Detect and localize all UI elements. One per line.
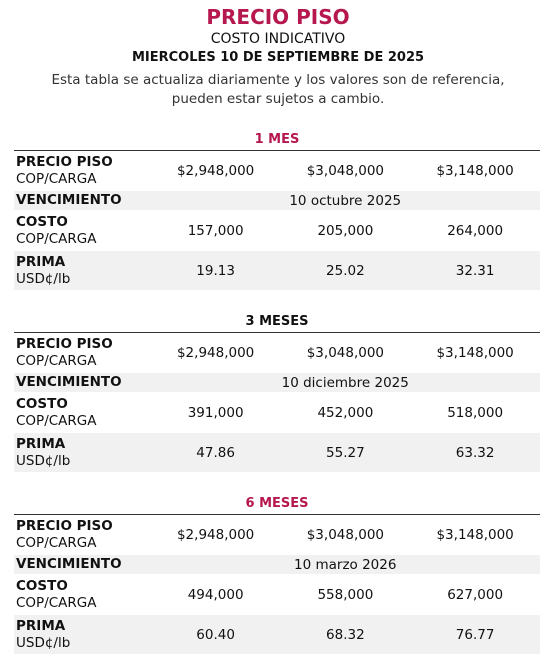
cell: 627,000 <box>447 586 504 603</box>
row-label: PRECIO PISO COP/CARGA <box>14 336 151 370</box>
cell: 205,000 <box>317 222 374 239</box>
subtitle: COSTO INDICATIVO <box>210 31 346 47</box>
table-row: VENCIMIENTO 10 marzo 2026 <box>14 555 540 575</box>
row-label: VENCIMIENTO <box>14 556 150 573</box>
label: COSTO <box>16 395 68 412</box>
cell: $3,048,000 <box>306 526 385 543</box>
label: PRIMA <box>16 617 66 634</box>
cell: 10 marzo 2026 <box>294 556 397 573</box>
cell: 518,000 <box>447 404 504 421</box>
table: PRECIO PISO COP/CARGA $2,948,000 $3,048,000… <box>14 150 540 291</box>
unit: USD¢/lb <box>16 270 71 287</box>
section: 6 MESES PRECIO PISO COP/CARGA $2,948,000 $3,… <box>14 473 540 655</box>
label: COSTO <box>16 577 68 594</box>
cell: 76.77 <box>455 626 495 643</box>
label: VENCIMIENTO <box>16 556 122 572</box>
table: PRECIO PISO COP/CARGA $2,948,000 $3,048,000… <box>14 332 540 473</box>
label: PRECIO PISO <box>16 517 113 534</box>
cell: 264,000 <box>447 222 504 239</box>
unit: COP/CARGA <box>16 230 97 247</box>
unit: COP/CARGA <box>16 412 97 429</box>
cell: $3,148,000 <box>436 344 514 361</box>
table-row: COSTO COP/CARGA 157,000 205,000 264,000 <box>14 211 540 251</box>
row-label: PRIMA USD¢/lb <box>14 618 151 652</box>
cell: 19.13 <box>196 262 235 279</box>
cell: 32.31 <box>455 262 495 279</box>
row-label: VENCIMIENTO <box>14 374 150 391</box>
row-label: PRECIO PISO COP/CARGA <box>14 154 151 188</box>
table-row: PRIMA USD¢/lb 60.40 68.32 76.77 <box>14 615 540 655</box>
label: VENCIMIENTO <box>16 192 122 208</box>
cell: $2,948,000 <box>176 526 255 543</box>
title: PRECIO PISO <box>206 5 350 29</box>
cell: $3,148,000 <box>436 162 514 179</box>
table-row: COSTO COP/CARGA 391,000 452,000 518,000 <box>14 393 540 433</box>
section: 3 MESES PRECIO PISO COP/CARGA $2,948,000 $3,… <box>14 291 540 473</box>
cell: 558,000 <box>317 586 374 603</box>
section-title: 3 MESES <box>245 314 309 329</box>
cell: 25.02 <box>326 262 365 279</box>
row-label: COSTO COP/CARGA <box>14 578 151 612</box>
row-label: PRIMA USD¢/lb <box>14 254 151 288</box>
note: pueden estar sujetos a cambio. <box>171 91 385 107</box>
label: PRECIO PISO <box>16 335 113 352</box>
label: COSTO <box>16 213 68 230</box>
unit: USD¢/lb <box>16 452 71 469</box>
cell: 63.32 <box>455 444 495 461</box>
cell: $3,048,000 <box>306 162 385 179</box>
unit: USD¢/lb <box>16 634 71 651</box>
row-label: PRIMA USD¢/lb <box>14 436 151 470</box>
row-label: COSTO COP/CARGA <box>14 214 151 248</box>
section-title: 1 MES <box>254 132 300 147</box>
table-row: PRIMA USD¢/lb 47.86 55.27 63.32 <box>14 433 540 473</box>
section-title: 6 MESES <box>245 496 309 511</box>
label: PRIMA <box>16 253 66 270</box>
unit: COP/CARGA <box>16 534 97 551</box>
label: PRIMA <box>16 435 66 452</box>
cell: 391,000 <box>187 404 244 421</box>
table-row: PRIMA USD¢/lb 19.13 25.02 32.31 <box>14 251 540 291</box>
cell: 60.40 <box>196 626 235 643</box>
cell: 452,000 <box>317 404 374 421</box>
cell: 494,000 <box>187 586 244 603</box>
note: Esta tabla se actualiza diariamente y lo… <box>51 72 505 88</box>
section: 1 MES PRECIO PISO COP/CARGA $2,948,000 $3,04… <box>14 109 540 291</box>
unit: COP/CARGA <box>16 352 97 369</box>
row-label: COSTO COP/CARGA <box>14 396 151 430</box>
table-row: PRECIO PISO COP/CARGA $2,948,000 $3,048,000… <box>14 515 540 555</box>
unit: COP/CARGA <box>16 594 97 611</box>
table-row: VENCIMIENTO 10 octubre 2025 <box>14 191 540 211</box>
sections: 1 MES PRECIO PISO COP/CARGA $2,948,000 $3,04… <box>14 109 540 655</box>
unit: COP/CARGA <box>16 170 97 187</box>
table-row: PRECIO PISO COP/CARGA $2,948,000 $3,048,000… <box>14 151 540 191</box>
cell: $3,148,000 <box>436 526 514 543</box>
cell: $2,948,000 <box>176 344 255 361</box>
table: PRECIO PISO COP/CARGA $2,948,000 $3,048,000… <box>14 514 540 655</box>
label: VENCIMIENTO <box>16 374 122 390</box>
row-label: PRECIO PISO COP/CARGA <box>14 518 151 552</box>
row-label: VENCIMIENTO <box>14 192 150 209</box>
cell: 10 octubre 2025 <box>289 192 402 209</box>
cell: $2,948,000 <box>176 162 255 179</box>
cell: $3,048,000 <box>306 344 385 361</box>
table-row: PRECIO PISO COP/CARGA $2,948,000 $3,048,000… <box>14 333 540 373</box>
cell: 55.27 <box>326 444 365 461</box>
table-row: VENCIMIENTO 10 diciembre 2025 <box>14 373 540 393</box>
cell: 10 diciembre 2025 <box>281 374 409 391</box>
table-row: COSTO COP/CARGA 494,000 558,000 627,000 <box>14 575 540 615</box>
label: PRECIO PISO <box>16 153 113 170</box>
cell: 68.32 <box>326 626 365 643</box>
date: MIERCOLES 10 DE SEPTIEMBRE DE 2025 <box>131 50 425 65</box>
cell: 157,000 <box>187 222 244 239</box>
cell: 47.86 <box>196 444 235 461</box>
